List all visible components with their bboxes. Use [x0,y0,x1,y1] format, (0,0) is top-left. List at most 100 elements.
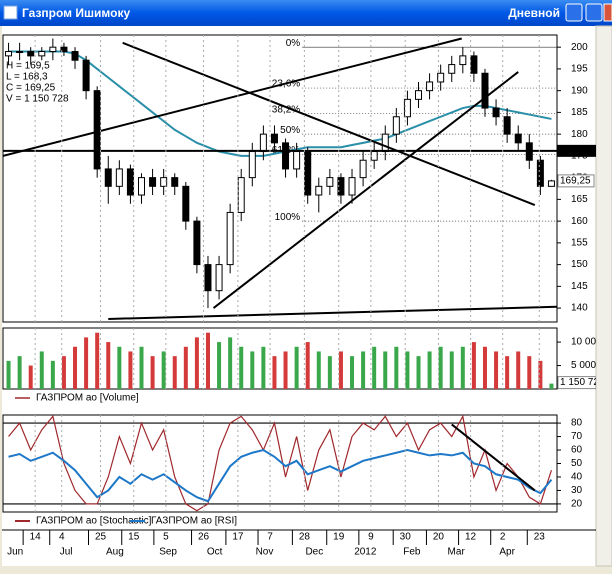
trend-line [3,37,462,157]
y-tick-label: 70 [571,431,583,442]
month-label: Feb [403,547,421,558]
x-tick-label: 14 [30,532,42,543]
volume-bar [61,356,66,389]
volume-bar [294,346,299,389]
scrollbar[interactable] [595,25,612,567]
window-title: Газпром Ишимоку [22,6,130,20]
candle-body [104,168,112,187]
series-line [8,448,553,503]
candle-body [437,72,445,83]
fib-label: 50% [280,125,300,136]
candle-body [193,220,201,266]
candle-body [315,185,323,196]
trend-line [108,305,557,320]
volume-bar [338,351,343,389]
legend-label: ГАЗПРОМ ао [Volume] [36,393,139,404]
moving-average [8,50,552,157]
volume-bar [438,346,443,389]
x-tick-label: 30 [400,532,412,543]
x-tick-label: 7 [267,532,273,543]
y-tick-label: 40 [571,472,583,483]
month-label: Jul [60,547,73,558]
y-tick-label: 185 [571,107,588,118]
candle-body [392,116,400,135]
candle-body [503,116,511,135]
candle-body [459,55,467,66]
month-label: 2012 [354,547,377,558]
volume-bar [117,346,122,389]
month-label: Aug [106,547,124,558]
volume-bar [383,351,388,389]
ohlc-label: L = 168,3 [6,72,48,83]
volume-bar [449,351,454,389]
x-tick-label: 23 [534,532,546,543]
volume-bar [172,356,177,389]
fib-label: 0% [286,38,301,49]
month-label: Nov [256,547,274,558]
volume-bar [205,332,210,389]
candle-body [359,159,367,179]
volume-bar [106,342,111,389]
candle-body [381,133,389,153]
candle-body [160,177,168,187]
trend-line [122,41,536,206]
volume-bar [538,360,543,389]
x-tick-label: 5 [163,532,169,543]
candle-body [237,177,245,213]
volume-bar [228,337,233,389]
candle-body [448,64,456,74]
month-label: Mar [448,547,466,558]
y-tick-label: 60 [571,445,583,456]
last-price-box [557,174,595,188]
candle-body [204,264,212,292]
price-pane [2,34,558,323]
volume-bar [372,346,377,389]
volume-bar [516,351,521,389]
volume-bar [482,346,487,389]
y-tick-label: 5 000 000 [571,360,612,371]
candle-body [60,46,68,53]
y-tick-label: 200 [571,42,588,53]
minimize-button[interactable] [565,3,583,22]
volume-bar [427,351,432,389]
volume-bar [183,346,188,389]
volume-bar [194,337,199,389]
close-button[interactable] [603,3,612,22]
y-tick-label: 165 [571,194,588,205]
volume-bar [549,383,554,389]
candle-body [182,185,190,222]
volume-bar [84,337,89,389]
candle-body [149,177,157,187]
candle-body [138,177,145,196]
candle-body [403,98,411,118]
candle-body [470,55,478,74]
y-tick-label: 20 [571,499,583,510]
x-tick-label: 19 [333,532,345,543]
volume-bar [161,351,166,389]
maximize-button[interactable] [585,3,603,22]
candle-body [514,133,522,144]
candle-body [115,168,123,187]
candle-body [5,51,13,57]
volume-bar [261,346,266,389]
candle-body [38,51,46,57]
volume-bar [6,360,11,389]
fib-label: 38,2% [272,104,300,115]
candle-body [16,51,24,54]
volume-bar [73,346,78,389]
y-tick-label: 145 [571,281,588,292]
y-tick-label: 150 [571,259,588,270]
x-tick-label: 26 [198,532,210,543]
volume-bar [139,346,144,389]
y-tick-label: 30 [571,485,583,496]
candle-body [348,177,356,196]
x-tick-label: 20 [433,532,445,543]
volume-bar [350,356,355,389]
volume-bar [28,365,33,389]
y-tick-label: 180 [571,129,588,140]
candle-body [370,151,378,161]
candle-body [226,211,234,266]
candle-body [171,177,179,187]
candle-body [259,133,267,153]
candle-body [215,264,223,292]
